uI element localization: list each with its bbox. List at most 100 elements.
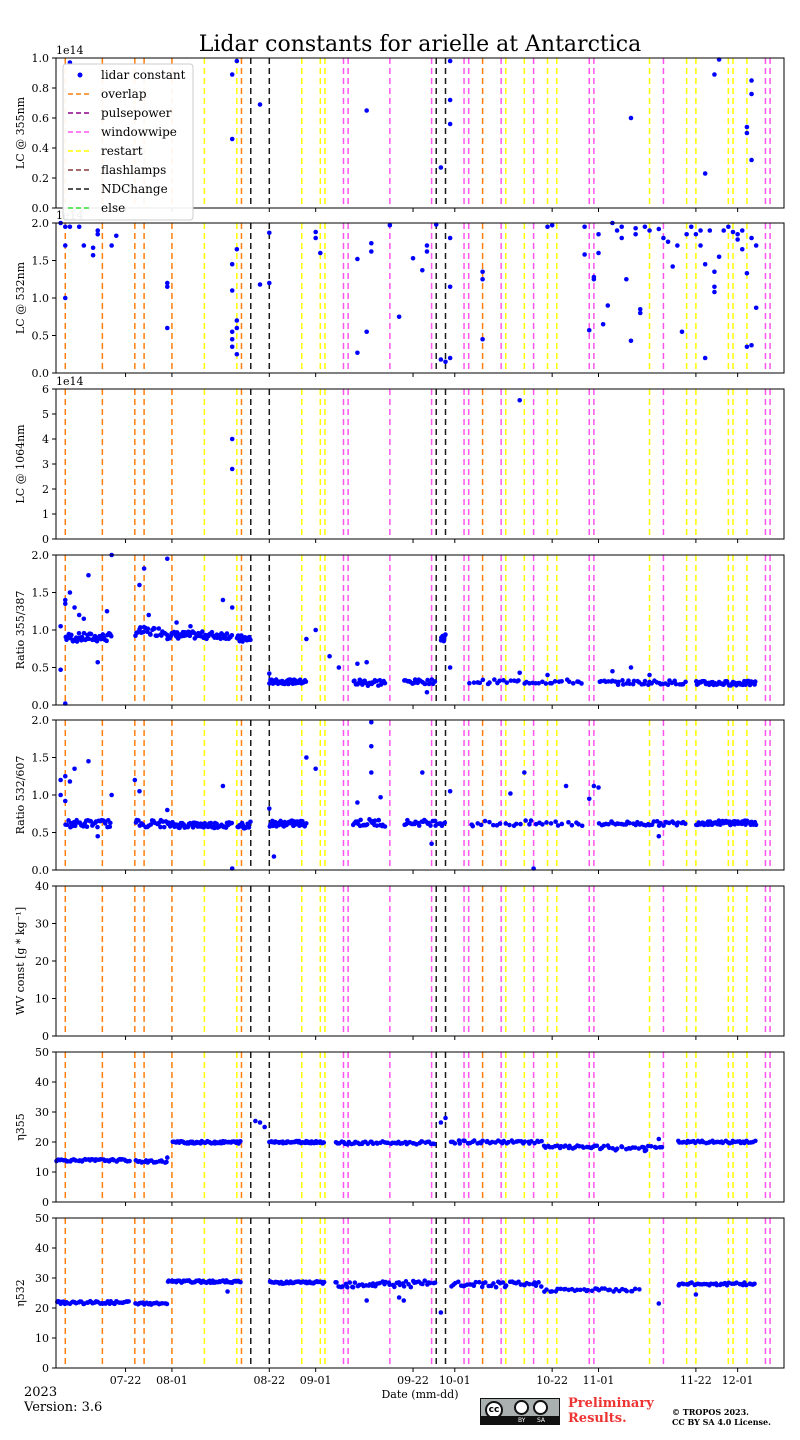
data-point — [234, 318, 240, 323]
y-tick-label: 1.0 — [32, 789, 50, 802]
data-point — [503, 821, 509, 826]
y-tick-label: 3 — [42, 458, 49, 471]
data-point — [620, 678, 625, 683]
data-point — [507, 822, 512, 828]
data-point — [628, 338, 634, 344]
data-point — [682, 821, 688, 827]
data-point — [585, 1287, 590, 1293]
data-point — [627, 820, 632, 826]
y-axis-label: Ratio 355/387 — [14, 591, 27, 670]
data-point — [480, 336, 485, 342]
data-point — [72, 823, 78, 829]
y-tick-label: 0.4 — [32, 142, 50, 155]
data-point — [665, 239, 671, 245]
data-point — [553, 819, 558, 824]
legend-entry: flashlamps — [101, 163, 166, 177]
data-point — [102, 821, 108, 826]
data-point — [211, 825, 217, 831]
data-point — [432, 818, 438, 824]
data-point — [492, 677, 497, 682]
data-point — [624, 1288, 630, 1294]
version-label: Version: 3.6 — [24, 1400, 103, 1415]
y-tick-label: 2 — [42, 483, 49, 496]
legend-marker — [77, 72, 83, 78]
data-point — [540, 822, 545, 827]
data-point — [563, 783, 569, 789]
data-point — [126, 1299, 132, 1304]
data-point — [749, 342, 754, 348]
data-point — [90, 252, 96, 258]
data-point — [95, 231, 101, 237]
panel-1: 0.0 0.2 0.4 0.6 0.8 1.0 LC @ 355nm 1e14 — [14, 44, 785, 215]
data-point — [266, 671, 272, 676]
data-point — [81, 630, 87, 636]
data-point — [358, 817, 363, 823]
chart-panels: 0.0 0.2 0.4 0.6 0.8 1.0 LC @ 355nm 1e14 0.0 0.5 1.… — [14, 44, 785, 1387]
data-point — [647, 228, 652, 233]
data-point — [619, 235, 625, 241]
data-point — [721, 228, 727, 233]
data-point — [749, 91, 754, 97]
data-point — [136, 818, 141, 823]
data-point — [148, 822, 154, 827]
data-point — [656, 1136, 662, 1142]
data-point — [491, 822, 496, 828]
data-point — [62, 243, 68, 248]
panel-frame — [55, 57, 785, 209]
y-tick-label: 0 — [42, 1030, 49, 1043]
data-point — [516, 678, 521, 683]
data-point — [403, 1279, 409, 1284]
data-point — [224, 631, 230, 636]
copyright-notice: © TROPOS 2023. CC BY SA 4.0 License. — [672, 1407, 771, 1427]
data-point — [387, 222, 393, 228]
data-point — [345, 1284, 350, 1290]
data-point — [589, 1288, 595, 1294]
data-point — [174, 620, 179, 625]
year-label: 2023 — [24, 1385, 58, 1400]
data-point — [679, 329, 685, 335]
data-point — [164, 556, 170, 562]
x-tick-label: 08-01 — [156, 1374, 188, 1387]
data-point — [752, 679, 758, 684]
data-point — [72, 605, 77, 610]
data-point — [234, 325, 240, 331]
data-point — [658, 820, 663, 826]
data-point — [95, 659, 101, 665]
data-point — [257, 102, 263, 107]
data-point — [95, 228, 101, 233]
data-point — [266, 230, 272, 236]
x-tick-label: 07-22 — [110, 1374, 142, 1387]
data-point — [355, 350, 360, 356]
data-point — [753, 243, 759, 248]
data-point — [576, 822, 581, 827]
data-point — [164, 1155, 170, 1160]
license-strip — [481, 1416, 559, 1424]
data-point — [467, 680, 472, 686]
data-point — [503, 1283, 509, 1288]
data-point — [693, 231, 699, 237]
data-point — [558, 1286, 563, 1292]
data-point — [702, 261, 708, 267]
data-point — [605, 303, 611, 308]
panel-7: 0 10 20 30 40 50 η355 — [14, 1046, 785, 1209]
data-point — [471, 1138, 477, 1143]
data-point — [527, 822, 532, 827]
data-point — [84, 824, 90, 830]
cc-by-sa-icon[interactable]: cc BY SA — [480, 1398, 560, 1425]
data-point — [749, 157, 754, 163]
data-point — [420, 1281, 425, 1287]
data-point — [752, 1281, 757, 1287]
data-point — [438, 1120, 444, 1125]
data-point — [661, 823, 666, 828]
y-tick-label: 20 — [35, 955, 49, 968]
y-tick-label: 10 — [35, 1166, 49, 1179]
data-point — [602, 1286, 608, 1291]
x-tick-label: 12-01 — [722, 1374, 754, 1387]
data-point — [478, 822, 484, 828]
preliminary-results-label: Preliminary Results. — [568, 1396, 654, 1426]
y-tick-label: 1.5 — [32, 255, 50, 268]
data-point — [427, 1280, 433, 1286]
y-tick-label: 10 — [35, 993, 49, 1006]
data-point — [234, 58, 240, 64]
data-point — [62, 295, 68, 301]
